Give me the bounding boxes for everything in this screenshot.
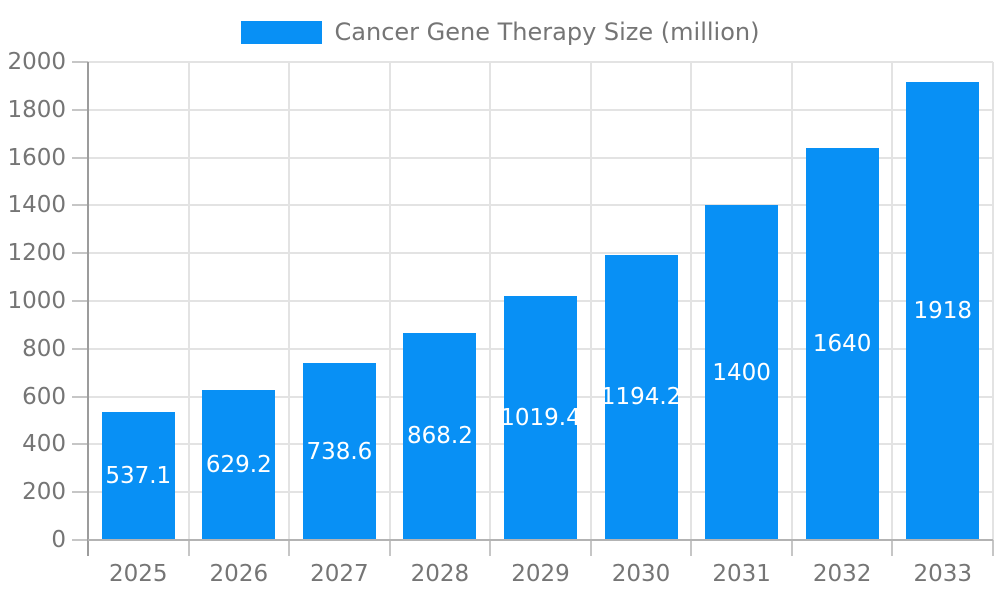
y-axis-tick — [72, 347, 88, 350]
y-axis-tick — [72, 108, 88, 111]
horizontal-gridline — [88, 61, 993, 63]
bar-value-label: 629.2 — [205, 451, 272, 478]
x-axis-tick — [288, 540, 291, 556]
y-axis-tick — [72, 156, 88, 159]
y-axis-tick — [72, 443, 88, 446]
x-axis-tick — [589, 540, 592, 556]
bar-value-label: 537.1 — [105, 462, 172, 489]
x-axis-tick — [790, 540, 793, 556]
bar-value-label: 1640 — [812, 331, 872, 357]
vertical-gridline — [992, 62, 994, 540]
y-axis-tick — [72, 539, 88, 541]
bar: 629.2 — [202, 389, 276, 540]
x-axis-tick-label: 2026 — [209, 561, 269, 587]
x-axis-tick-label: 2029 — [511, 561, 570, 587]
bar: 1918 — [906, 81, 980, 540]
x-axis-tick-label: 2030 — [611, 561, 671, 587]
bar-value-label: 1400 — [712, 359, 771, 386]
y-axis-tick-label: 200 — [22, 479, 66, 506]
bar: 1019.4 — [500, 296, 581, 540]
x-axis-tick — [489, 540, 492, 556]
bar-value-label: 868.2 — [407, 423, 473, 450]
y-axis-tick-label: 1000 — [7, 288, 66, 314]
bar-value-label: 738.6 — [306, 438, 373, 465]
bar: 537.1 — [101, 411, 175, 540]
y-axis-line — [87, 62, 89, 556]
bar-value-label: 1194.2 — [600, 384, 682, 411]
bar: 868.2 — [403, 332, 477, 540]
x-axis-tick-label: 2033 — [913, 561, 972, 587]
y-axis-tick-label: 0 — [51, 527, 66, 553]
bar: 1400 — [705, 205, 779, 540]
y-axis-tick-label: 1400 — [7, 192, 66, 219]
y-axis-tick — [72, 252, 88, 255]
y-axis-tick-label: 2000 — [7, 49, 66, 75]
x-axis-tick-label: 2025 — [108, 561, 168, 587]
horizontal-gridline — [88, 252, 993, 255]
bar-value-label: 1019.4 — [500, 405, 581, 432]
bar: 738.6 — [302, 363, 376, 540]
x-axis-tick — [891, 540, 894, 556]
x-axis-tick — [187, 540, 190, 556]
x-axis-tick-label: 2032 — [812, 561, 872, 587]
y-axis-tick — [72, 300, 88, 302]
y-axis-tick-label: 1800 — [7, 96, 66, 123]
y-axis-tick-label: 1200 — [7, 240, 66, 267]
y-axis-tick-label: 800 — [22, 335, 66, 362]
y-axis-tick — [72, 395, 88, 398]
y-axis-tick — [72, 491, 88, 494]
x-axis-tick — [388, 540, 391, 556]
x-axis-tick-label: 2028 — [410, 561, 470, 587]
x-axis-baseline — [88, 539, 993, 541]
horizontal-gridline — [88, 108, 993, 111]
x-axis-tick-label: 2027 — [310, 561, 369, 587]
y-axis-tick — [72, 204, 88, 207]
x-axis-tick — [992, 540, 994, 556]
bar: 1640 — [805, 148, 879, 540]
y-axis-tick-label: 600 — [22, 383, 66, 410]
horizontal-gridline — [88, 204, 993, 207]
horizontal-gridline — [88, 156, 993, 159]
x-axis-tick — [690, 540, 693, 556]
bar: 1194.2 — [601, 254, 681, 540]
x-axis-tick-label: 2031 — [712, 561, 771, 587]
bar-value-label: 1918 — [913, 297, 972, 324]
legend-label: Cancer Gene Therapy Size (million) — [334, 18, 760, 46]
chart-legend: Cancer Gene Therapy Size (million) — [0, 18, 1000, 46]
y-axis-tick-label: 1600 — [7, 144, 66, 171]
y-axis-tick — [72, 61, 88, 63]
legend-swatch — [240, 20, 322, 44]
y-axis-tick-label: 400 — [22, 431, 66, 458]
